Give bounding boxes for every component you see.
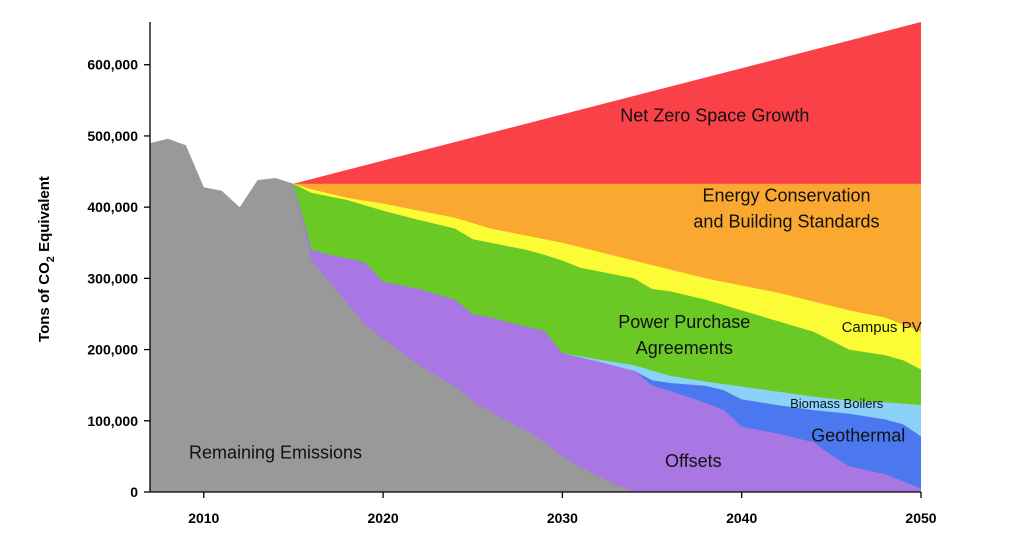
area-label-power-purchase-agreements: Power Purchase Agreements [618, 312, 750, 358]
y-tick-label: 0 [130, 484, 138, 500]
area-label-campus-pv: Campus PV [842, 319, 922, 336]
y-tick-label: 300,000 [87, 270, 138, 286]
x-tick-label: 2050 [905, 510, 936, 526]
y-tick-label: 500,000 [87, 128, 138, 144]
axes-layer: 0 100,000 200,000 300,000 400,000 500,000 600,… [87, 22, 937, 526]
y-tick-label: 400,000 [87, 199, 138, 215]
x-tick-label: 2040 [726, 510, 757, 526]
area-label-offsets: Offsets [665, 451, 722, 471]
area-label-energy-conservation-and-building-standards: Energy Conservation and Building Standard… [693, 185, 879, 231]
areas-layer [150, 22, 921, 493]
area-remaining-emissions [150, 138, 921, 493]
x-tick-label: 2020 [368, 510, 399, 526]
area-label-biomass-boilers: Biomass Boilers [790, 396, 884, 411]
area-labels-layer: Remaining Emissions Offsets Geothermal Biom… [189, 106, 922, 471]
area-label-remaining-emissions: Remaining Emissions [189, 443, 362, 463]
x-tick-label: 2010 [188, 510, 219, 526]
y-tick-label: 600,000 [87, 57, 138, 73]
y-tick-label: 200,000 [87, 342, 138, 358]
x-tick-label: 2030 [547, 510, 578, 526]
y-tick-label: 100,000 [87, 413, 138, 429]
y-axis-title: Tons of CO2 Equivalent [36, 176, 57, 342]
area-label-geothermal: Geothermal [811, 425, 905, 445]
area-label-net-zero-space-growth: Net Zero Space Growth [620, 106, 809, 126]
